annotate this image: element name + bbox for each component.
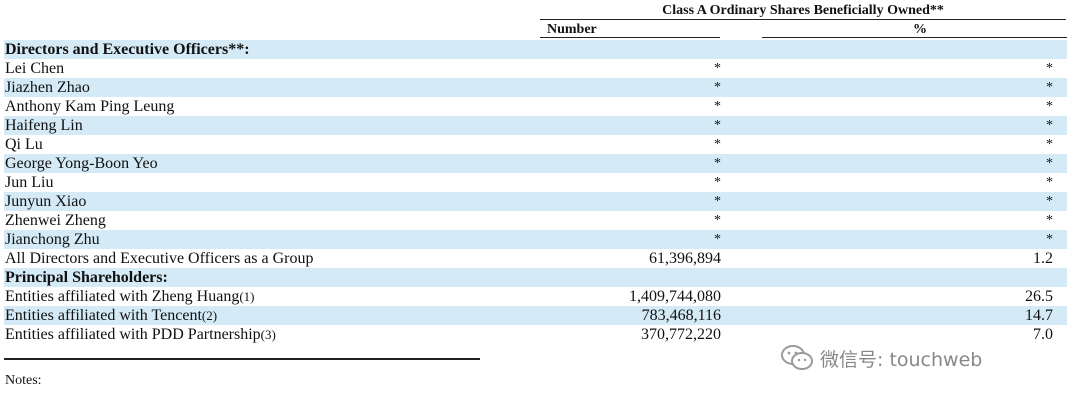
row-number: 61,396,894 [649, 250, 721, 267]
section-row: Principal Shareholders: [4, 268, 1067, 287]
table-row: Entities affiliated with Tencent(2) 783,… [4, 306, 1067, 325]
table-row: George Yong-Boon Yeo * * [4, 154, 1067, 173]
row-label: Entities affiliated with PDD Partnership… [5, 325, 276, 344]
row-percent: 1.2 [1033, 250, 1053, 267]
row-label-text: Entities affiliated with Tencent [5, 307, 202, 324]
wechat-icon [781, 345, 813, 370]
row-number: * [714, 137, 721, 152]
row-label: Haifeng Lin [5, 117, 83, 134]
row-number: * [714, 232, 721, 247]
table-row: Jiazhen Zhao * * [4, 78, 1067, 97]
row-percent: * [1046, 232, 1053, 247]
row-label: Lei Chen [5, 60, 65, 77]
column-group-title: Class A Ordinary Shares Beneficially Own… [662, 3, 944, 18]
notes-label: Notes: [5, 373, 42, 388]
row-percent: * [1046, 156, 1053, 171]
row-label: Jun Liu [5, 174, 54, 191]
row-number: 370,772,220 [641, 326, 721, 343]
row-label: Jianchong Zhu [5, 231, 100, 248]
row-label: Zhenwei Zheng [5, 212, 106, 229]
row-number: * [714, 194, 721, 209]
row-percent: * [1046, 99, 1053, 114]
section-row: Directors and Executive Officers**: [4, 40, 1067, 59]
row-percent: * [1046, 80, 1053, 95]
watermark: 微信号: touchweb [780, 343, 982, 373]
row-percent: 7.0 [1033, 326, 1053, 343]
table-row: Junyun Xiao * * [4, 192, 1067, 211]
row-number: * [714, 99, 721, 114]
row-number: * [714, 61, 721, 76]
row-label: Junyun Xiao [5, 193, 87, 210]
row-label: Anthony Kam Ping Leung [5, 98, 175, 115]
row-percent: 26.5 [1025, 288, 1053, 305]
table-row: Jianchong Zhu * * [4, 230, 1067, 249]
footnote-ref: (1) [239, 289, 255, 304]
group-total-row: All Directors and Executive Officers as … [4, 249, 1067, 268]
row-label: George Yong-Boon Yeo [5, 155, 158, 172]
table-row: Qi Lu * * [4, 135, 1067, 154]
row-number: * [714, 156, 721, 171]
table-row: Lei Chen * * [4, 59, 1067, 78]
table-row: Haifeng Lin * * [4, 116, 1067, 135]
watermark-text: 微信号: touchweb [820, 348, 983, 371]
row-number: * [714, 175, 721, 190]
row-percent: * [1046, 194, 1053, 209]
row-percent: 14.7 [1025, 307, 1053, 324]
column-header-number: Number [547, 22, 597, 37]
number-header-rule [540, 37, 720, 38]
row-label: Jiazhen Zhao [5, 79, 90, 96]
row-number: * [714, 80, 721, 95]
ownership-table: Directors and Executive Officers**: Lei … [4, 40, 1067, 344]
table-row: Zhenwei Zheng * * [4, 211, 1067, 230]
row-percent: * [1046, 118, 1053, 133]
table-row: Jun Liu * * [4, 173, 1067, 192]
row-percent: * [1046, 137, 1053, 152]
table-row: Entities affiliated with PDD Partnership… [4, 325, 1067, 344]
footnote-divider [4, 358, 480, 360]
column-header-percent: % [913, 22, 927, 37]
row-number: 1,409,744,080 [629, 288, 721, 305]
row-percent: * [1046, 175, 1053, 190]
row-label: Qi Lu [5, 136, 43, 153]
table-row: Anthony Kam Ping Leung * * [4, 97, 1067, 116]
row-percent: * [1046, 61, 1053, 76]
row-label: Directors and Executive Officers**: [5, 41, 250, 58]
row-percent: * [1046, 213, 1053, 228]
row-label: All Directors and Executive Officers as … [5, 250, 314, 267]
row-number: 783,468,116 [641, 307, 721, 324]
footnote-ref: (2) [201, 308, 218, 323]
footnote-ref: (3) [260, 327, 276, 342]
row-number: * [714, 213, 721, 228]
row-label: Principal Shareholders: [5, 269, 168, 286]
row-label: Entities affiliated with Tencent(2) [5, 306, 217, 325]
row-number: * [714, 118, 721, 133]
percent-header-rule [762, 37, 1067, 38]
group-title-rule [540, 19, 1066, 20]
row-label: Entities affiliated with Zheng Huang(1) [5, 287, 254, 306]
row-label-text: Entities affiliated with Zheng Huang [5, 288, 240, 305]
table-row: Entities affiliated with Zheng Huang(1) … [4, 287, 1067, 306]
row-label-text: Entities affiliated with PDD Partnership [5, 326, 261, 343]
